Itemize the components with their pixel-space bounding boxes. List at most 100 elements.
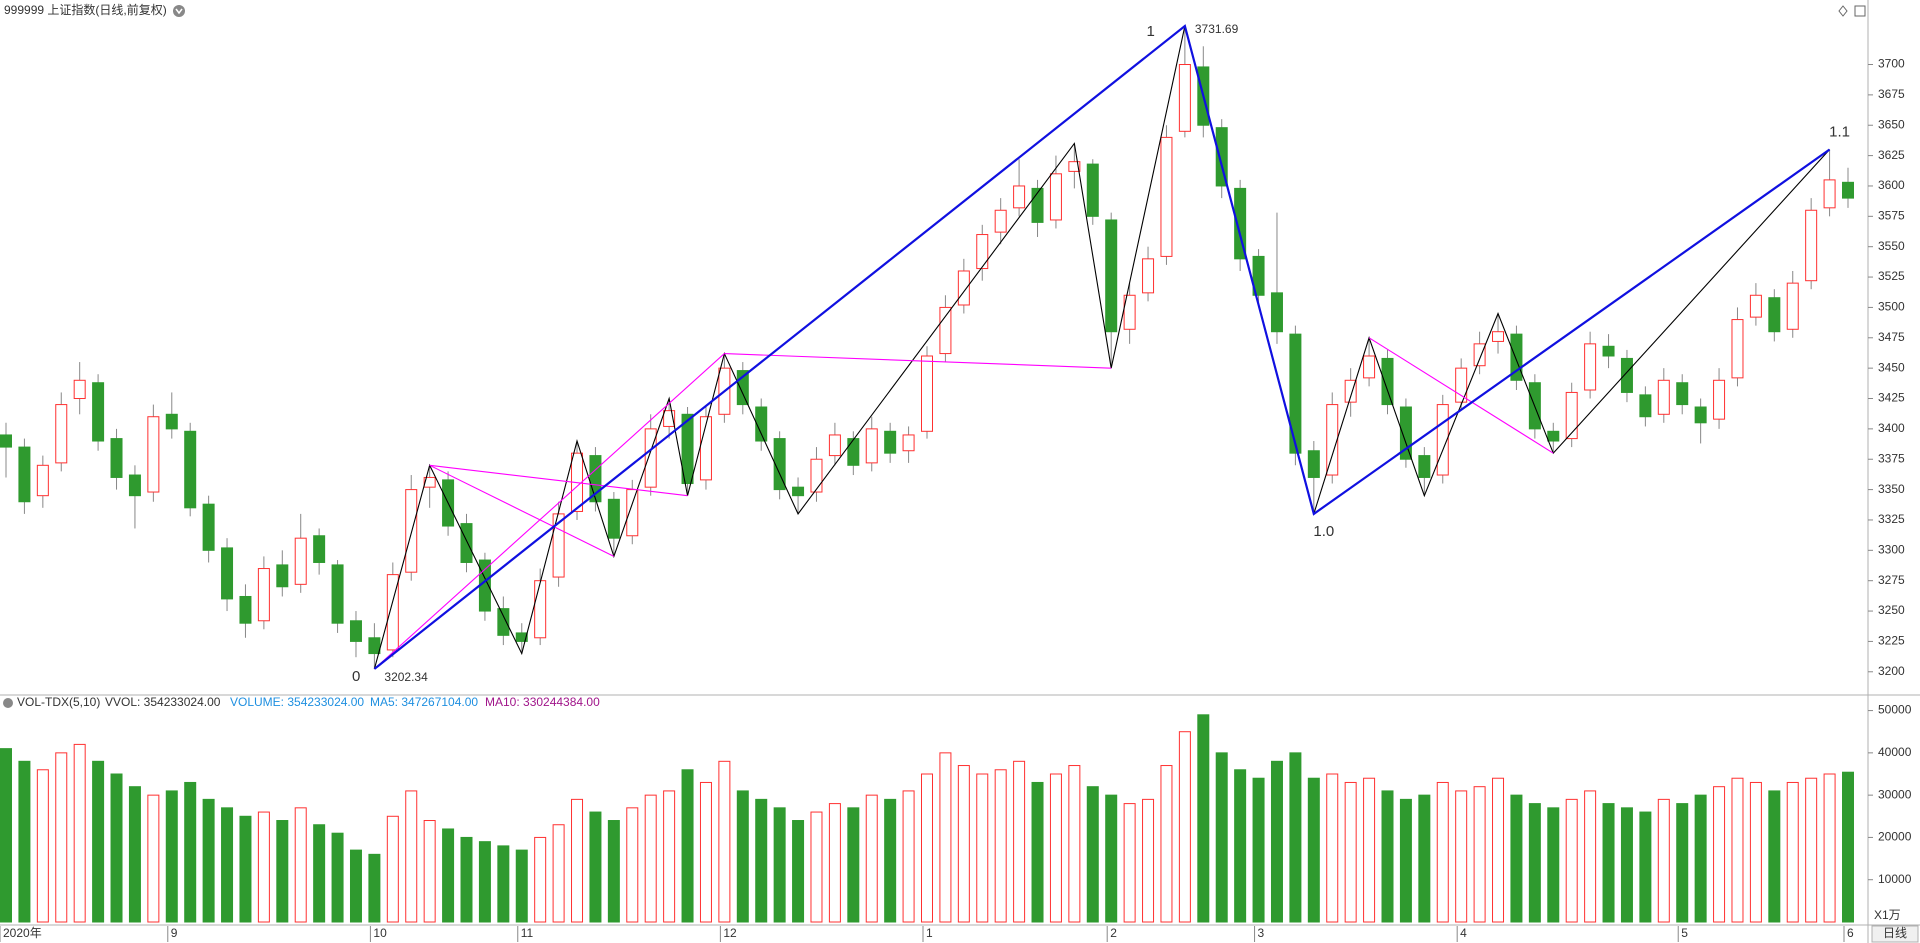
candle-body [1307,450,1320,478]
volume-bar [1731,777,1744,923]
volume-bar [0,748,12,923]
volume-bar [1676,803,1689,923]
volume-bar [1565,798,1578,923]
candle-body [1326,404,1339,476]
y-tick-label: 3425 [1878,391,1905,405]
candle-body [699,416,712,481]
y-tick-label: 3400 [1878,421,1905,435]
y-tick-label: 3350 [1878,482,1905,496]
volume-bar [1234,769,1247,923]
volume-bar [478,841,491,923]
candle-body [847,438,860,466]
candle-body [349,620,362,642]
candle-body [221,547,234,600]
annotation: 0 [352,668,360,685]
volume-bar [515,849,528,923]
volume-bar [1602,803,1615,923]
candle-body [1676,382,1689,406]
volume-bar [1399,798,1412,923]
x-tick-label: 3 [1258,926,1265,940]
volume-bar [202,798,215,923]
candle-body [1215,127,1228,187]
volume-bar [1049,773,1062,923]
candle-body [1492,331,1505,342]
volume-bar [589,811,602,923]
volume-bar [1713,786,1726,923]
candle-body [1031,187,1044,223]
candle-body [1178,64,1191,132]
candle-body [386,574,399,651]
candle-body [755,406,768,442]
title-menu[interactable] [173,5,185,17]
y-tick-label: 3250 [1878,603,1905,617]
volume-bar [147,794,160,923]
volume-bar [368,853,381,923]
volume-bar [828,803,841,923]
indicator-value: MA5: 347267104.00 [370,695,478,709]
candle-body [460,523,473,563]
annotation: 3202.34 [384,670,428,684]
candle-body [681,413,694,485]
volume-bar [1381,790,1394,923]
candle-body [423,476,436,488]
candle-body [589,455,602,503]
y-tick-label: 3300 [1878,542,1905,556]
volume-bar [773,807,786,923]
x-tick-label: 2020年 [3,926,42,940]
candle-body [939,306,952,355]
indicator-title: VOL-TDX(5,10) [17,695,100,709]
candle-body [1694,406,1707,424]
y-tick-label: 3225 [1878,634,1905,648]
candle-body [921,355,933,432]
candle-body [1418,455,1431,478]
volume-bar [1307,777,1320,923]
candle-body [1013,185,1026,209]
candle-body [497,608,510,636]
candle-body [1749,294,1762,318]
volume-bar [644,794,657,923]
volume-bar [73,743,86,923]
candle-body [239,595,252,624]
volume-bar [1510,794,1523,923]
y-tick-label: 3200 [1878,664,1905,678]
window-tool[interactable] [1854,5,1866,17]
candle-body [1510,333,1523,381]
volume-bar [1528,803,1541,923]
volume-bar [902,790,915,923]
volume-bar [1326,773,1339,923]
candle-body [368,637,381,655]
indicator-menu[interactable] [3,698,13,708]
draw-tool[interactable] [1838,5,1848,17]
volume-bar [1123,803,1136,923]
candle-body [1160,136,1173,257]
volume-bar [1749,781,1762,923]
candle-body [1713,379,1726,420]
volume-bar [313,824,326,923]
annotation: 3731.69 [1195,22,1239,36]
volume-bar [221,807,234,923]
volume-bar [1344,781,1357,923]
y-tick-label: 30000 [1878,787,1912,801]
volume-bar [1142,798,1155,923]
volume-bar [552,824,565,923]
candle-body [257,568,270,622]
period-box[interactable] [1871,925,1919,943]
volume-bar [1105,794,1118,923]
volume-bar [810,811,823,923]
candle-body [1252,255,1265,296]
x-tick-label: 1 [926,926,933,940]
volume-bar [423,820,436,923]
candle-body [1344,379,1357,403]
drawing-line [724,353,1112,369]
period-label[interactable]: 日线 [1883,926,1907,940]
candle-body [1786,282,1799,330]
volume-bar [1289,752,1302,923]
candle-body [36,464,49,497]
candle-body [865,428,878,464]
volume-bar [1068,765,1081,923]
volume-bar [257,811,270,923]
volume-bar [110,773,123,923]
volume-bar [1473,786,1486,923]
candle-body [276,564,289,588]
volume-bar [276,820,289,923]
